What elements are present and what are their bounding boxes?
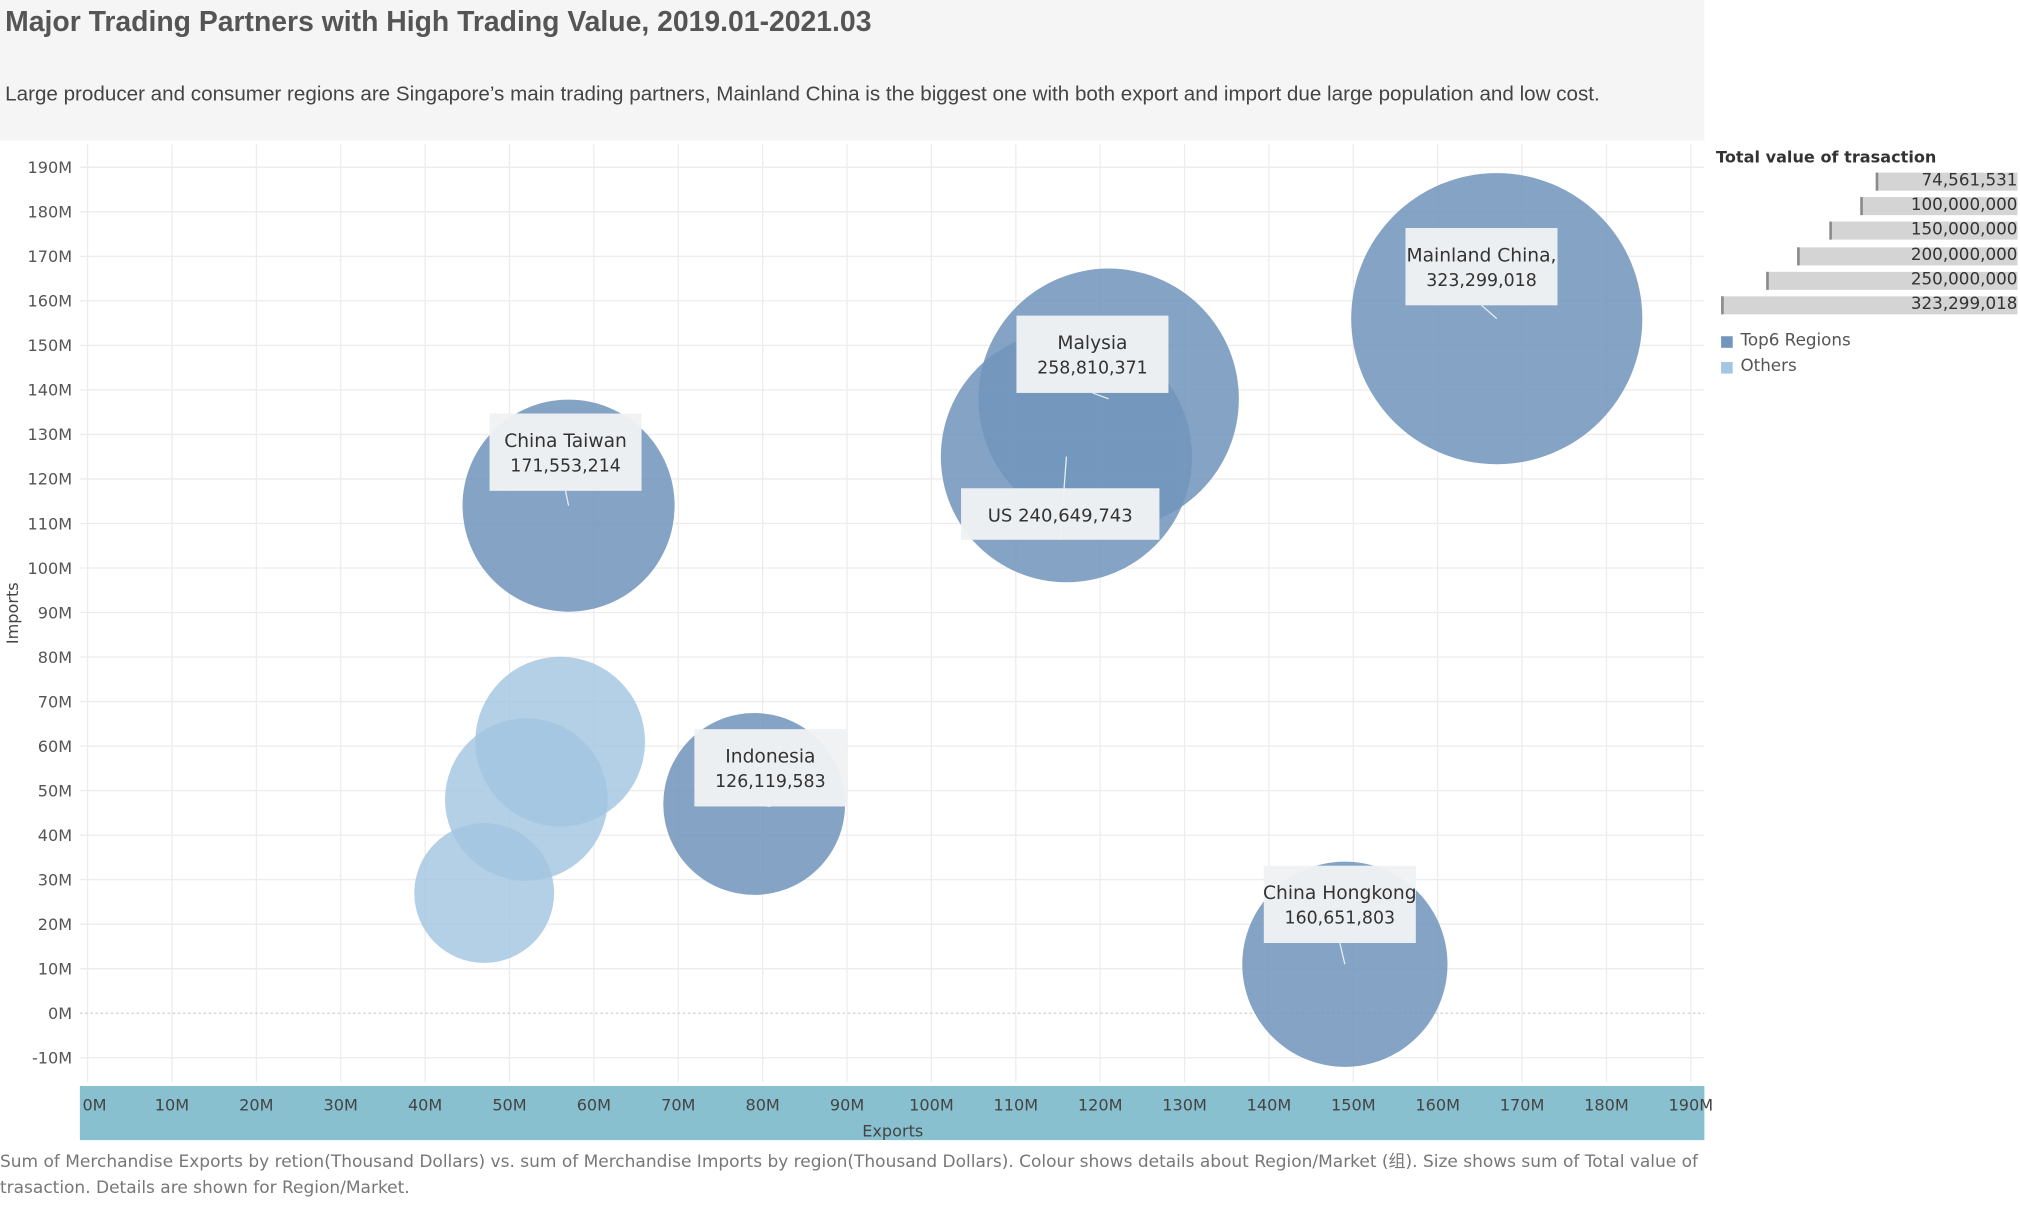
size-legend-label: 100,000,000 bbox=[1910, 196, 2018, 216]
x-tick-label: 50M bbox=[492, 1095, 526, 1114]
y-tick-label: 150M bbox=[28, 336, 73, 355]
x-tick-label: 70M bbox=[661, 1095, 695, 1114]
annotation-label: China Taiwan bbox=[504, 431, 627, 452]
y-tick-label: 180M bbox=[28, 203, 73, 222]
color-swatch bbox=[1721, 361, 1733, 373]
size-legend-item: 150,000,000 bbox=[1828, 220, 2018, 241]
x-tick-label: 30M bbox=[324, 1095, 358, 1114]
y-tick-label: 140M bbox=[28, 381, 73, 400]
annotation-value: 258,810,371 bbox=[1037, 359, 1148, 379]
y-tick-label: 10M bbox=[38, 959, 72, 978]
x-tick-label: 140M bbox=[1247, 1095, 1292, 1114]
bubble-others[interactable] bbox=[414, 823, 555, 963]
y-tick-label: 120M bbox=[28, 470, 73, 489]
x-tick-label: 190M bbox=[1669, 1095, 1714, 1114]
y-tick-label: 0M bbox=[48, 1004, 72, 1023]
size-legend-bar bbox=[1875, 172, 2018, 191]
y-tick-label: 50M bbox=[38, 781, 72, 800]
size-legend-item: 250,000,000 bbox=[1766, 270, 2018, 290]
annotation-leader bbox=[564, 490, 570, 506]
x-tick-label: 110M bbox=[993, 1095, 1038, 1114]
size-legend-item: 74,561,531 bbox=[1875, 171, 2018, 191]
y-tick-label: 20M bbox=[38, 915, 72, 934]
annotation-value: 171,553,214 bbox=[510, 457, 621, 477]
size-legend-label: 323,299,018 bbox=[1910, 295, 2018, 315]
size-legend-label: 250,000,000 bbox=[1910, 270, 2018, 290]
y-tick-label: 160M bbox=[28, 292, 73, 311]
annotation-leader bbox=[1092, 392, 1109, 400]
header: Major Trading Partners with High Trading… bbox=[0, 0, 1705, 141]
x-tick-label: 150M bbox=[1331, 1095, 1376, 1114]
x-tick-label: 80M bbox=[745, 1095, 779, 1114]
x-tick-label: 60M bbox=[577, 1095, 611, 1114]
annotation-box bbox=[489, 413, 642, 491]
annotation-value: 323,299,018 bbox=[1426, 271, 1537, 291]
size-legend-bar bbox=[1797, 246, 2018, 265]
x-tick-label: 170M bbox=[1500, 1095, 1545, 1114]
annotation-value: 126,119,583 bbox=[715, 772, 826, 792]
annotation-box bbox=[694, 729, 847, 807]
y-tick-label: 70M bbox=[38, 692, 72, 711]
annotation-label: US 240,649,743 bbox=[988, 506, 1133, 527]
size-legend-bar bbox=[1721, 296, 2018, 315]
x-tick-label: 130M bbox=[1162, 1095, 1207, 1114]
x-tick-label: 120M bbox=[1078, 1095, 1123, 1114]
annotation-box bbox=[1405, 228, 1558, 306]
x-tick-label: 180M bbox=[1584, 1095, 1629, 1114]
x-tick-label: 100M bbox=[909, 1095, 954, 1114]
y-tick-label: 40M bbox=[38, 826, 72, 845]
annotation-label: Malysia bbox=[1057, 333, 1127, 354]
x-axis-title: Exports bbox=[862, 1121, 923, 1140]
page-title: Major Trading Partners with High Trading… bbox=[5, 5, 872, 38]
page-subtitle: Large producer and consumer regions are … bbox=[5, 83, 1600, 106]
x-axis-band bbox=[79, 1086, 1705, 1141]
size-legend-bar bbox=[1766, 271, 2018, 290]
x-tick-label: 0M bbox=[82, 1095, 106, 1114]
size-legend-item: 323,299,018 bbox=[1721, 295, 2018, 315]
x-tick-label: 40M bbox=[408, 1095, 442, 1114]
color-swatch bbox=[1721, 336, 1733, 348]
size-legend-label: 200,000,000 bbox=[1910, 245, 2018, 265]
x-tick-label: 20M bbox=[239, 1095, 273, 1114]
color-legend-label: Others bbox=[1740, 356, 1797, 376]
annotation-label: Mainland China, bbox=[1407, 246, 1557, 267]
annotation-label: China Hongkong bbox=[1263, 883, 1417, 904]
annotation-box bbox=[961, 488, 1160, 540]
annotation-box bbox=[1016, 315, 1169, 393]
y-tick-label: 60M bbox=[38, 737, 72, 756]
y-tick-label: 80M bbox=[38, 648, 72, 667]
y-axis-title: Imports bbox=[3, 582, 22, 644]
footnote: Sum of Merchandise Exports by retion(Tho… bbox=[0, 1152, 1699, 1199]
y-tick-label: 30M bbox=[38, 870, 72, 889]
size-legend-item: 200,000,000 bbox=[1797, 245, 2018, 265]
x-tick-label: 10M bbox=[155, 1095, 189, 1114]
y-tick-label: 130M bbox=[28, 425, 73, 444]
annotation-leader bbox=[1481, 304, 1498, 320]
annotation-box bbox=[1263, 865, 1416, 944]
size-legend-bar bbox=[1828, 222, 2018, 241]
x-tick-label: 160M bbox=[1415, 1095, 1460, 1114]
y-tick-label: 90M bbox=[38, 603, 72, 622]
color-legend-label: Top6 Regions bbox=[1740, 331, 1851, 351]
y-tick-label: 170M bbox=[28, 247, 73, 266]
x-tick-label: 90M bbox=[830, 1095, 864, 1114]
annotation-value: 160,651,803 bbox=[1285, 909, 1396, 929]
y-tick-label: 100M bbox=[28, 559, 73, 578]
size-legend-title: Total value of trasaction bbox=[1715, 146, 1937, 167]
size-legend-label: 74,561,531 bbox=[1921, 171, 2018, 191]
annotation-label: Indonesia bbox=[725, 747, 815, 768]
size-legend-item: 100,000,000 bbox=[1859, 196, 2018, 216]
size-legend-label: 150,000,000 bbox=[1910, 220, 2018, 241]
y-tick-label: 190M bbox=[28, 158, 73, 177]
size-legend-bar bbox=[1859, 197, 2018, 216]
legend: Total value of trasaction 74,561,531 100,… bbox=[1716, 147, 2020, 392]
y-tick-label: 110M bbox=[28, 514, 73, 533]
y-tick-label: -10M bbox=[32, 1049, 72, 1068]
annotation-leader bbox=[1339, 942, 1346, 965]
